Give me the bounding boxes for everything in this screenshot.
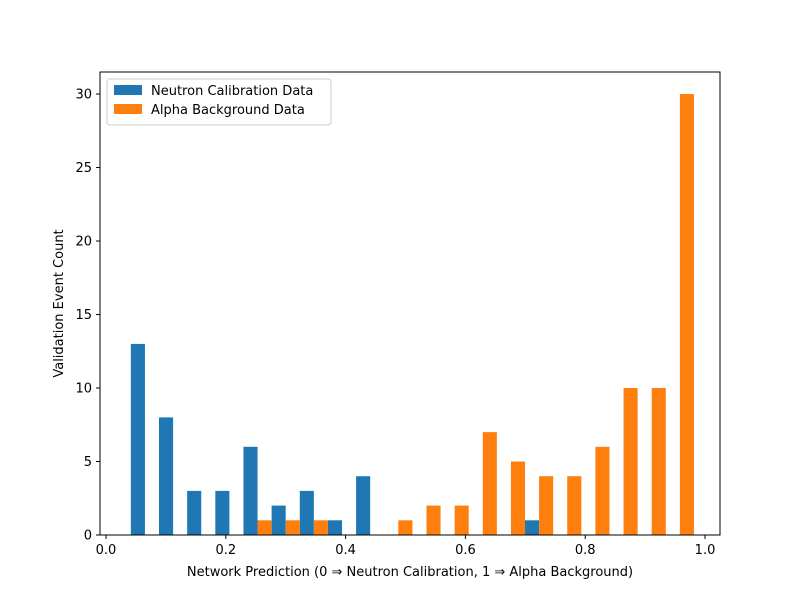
y-tick-label: 20 — [75, 235, 92, 250]
bar-alpha-14 — [539, 476, 554, 535]
bar-alpha-19 — [679, 94, 694, 536]
bar-alpha-6 — [313, 520, 328, 535]
bar-alpha-15 — [567, 476, 582, 535]
x-axis-label: Network Prediction (0 ⇒ Neutron Calibrat… — [187, 565, 633, 580]
legend-swatch-alpha — [114, 104, 142, 114]
bar-neutron-0 — [130, 343, 145, 535]
bar-neutron-2 — [187, 490, 202, 535]
legend-swatch-neutron — [114, 85, 142, 95]
bar-neutron-14 — [525, 520, 540, 535]
bar-alpha-16 — [595, 446, 610, 535]
bar-alpha-12 — [482, 432, 497, 535]
x-tick-label: 0.2 — [215, 543, 236, 558]
bar-neutron-8 — [356, 476, 371, 535]
y-tick-label: 15 — [75, 308, 92, 323]
x-tick-label: 0.8 — [575, 543, 596, 558]
legend-box — [106, 78, 332, 126]
x-tick-label: 0.6 — [455, 543, 476, 558]
bar-neutron-4 — [243, 446, 258, 535]
bar-neutron-7 — [327, 520, 343, 535]
x-tick-label: 0.0 — [96, 543, 117, 558]
bar-neutron-1 — [159, 417, 174, 535]
x-tick-label: 1.0 — [695, 543, 716, 558]
x-axis: 0.0 0.2 0.4 0.6 0.8 1.0 — [96, 535, 716, 558]
bar-alpha-10 — [426, 505, 441, 535]
bar-alpha-18 — [651, 388, 666, 535]
bar-alpha-4 — [257, 520, 272, 535]
bars-group — [130, 94, 694, 536]
bar-alpha-11 — [454, 505, 469, 535]
legend-label-neutron: Neutron Calibration Data — [151, 84, 313, 99]
y-tick-label: 10 — [75, 382, 92, 397]
y-axis: 0 5 10 15 20 25 30 — [75, 88, 100, 544]
y-tick-label: 0 — [84, 529, 92, 544]
bar-neutron-6 — [299, 490, 314, 535]
bar-alpha-17 — [623, 388, 638, 535]
bar-alpha-9 — [398, 520, 413, 535]
y-tick-label: 5 — [84, 455, 92, 470]
bar-neutron-5 — [271, 505, 286, 535]
legend-label-alpha: Alpha Background Data — [151, 103, 305, 118]
plot-frame — [99, 71, 721, 536]
bar-neutron-3 — [215, 490, 230, 535]
bar-alpha-5 — [285, 520, 300, 535]
y-tick-label: 25 — [75, 161, 92, 176]
y-tick-label: 30 — [75, 88, 92, 103]
y-axis-label: Validation Event Count — [52, 229, 67, 377]
bar-alpha-13 — [510, 461, 526, 535]
legend: Neutron Calibration Data Alpha Background… — [106, 78, 332, 126]
x-tick-label: 0.4 — [335, 543, 356, 558]
